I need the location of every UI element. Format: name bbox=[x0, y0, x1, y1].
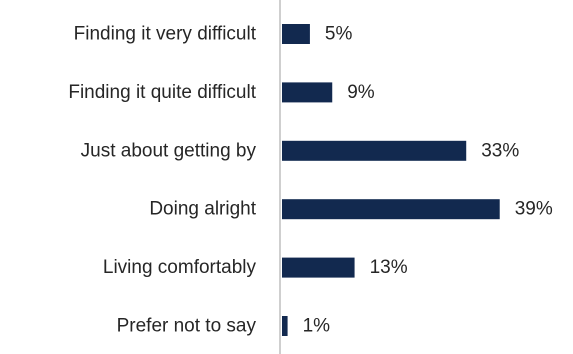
bar-just-about-getting-by bbox=[282, 140, 467, 161]
category-label-just-about-getting-by: Just about getting by bbox=[81, 140, 257, 161]
bar-finding-it-quite-difficult bbox=[282, 82, 333, 103]
value-label-living-comfortably: 13% bbox=[370, 257, 408, 278]
value-label-prefer-not-to-say: 1% bbox=[303, 316, 331, 337]
value-label-finding-it-very-difficult: 5% bbox=[325, 24, 353, 45]
value-labels: 5% 9% 33% 39% 13% 1% bbox=[303, 24, 553, 337]
value-label-just-about-getting-by: 33% bbox=[481, 140, 519, 161]
bar-prefer-not-to-say bbox=[282, 316, 288, 336]
category-labels: Finding it very difficult Finding it quit… bbox=[68, 24, 256, 337]
category-label-living-comfortably: Living comfortably bbox=[103, 257, 257, 278]
category-label-finding-it-quite-difficult: Finding it quite difficult bbox=[68, 82, 256, 103]
category-label-doing-alright: Doing alright bbox=[149, 199, 256, 220]
bars bbox=[282, 24, 500, 336]
value-label-doing-alright: 39% bbox=[515, 199, 553, 220]
category-label-prefer-not-to-say: Prefer not to say bbox=[117, 316, 257, 337]
bar-living-comfortably bbox=[282, 257, 355, 278]
bar-doing-alright bbox=[282, 199, 500, 220]
bar-finding-it-very-difficult bbox=[282, 24, 310, 44]
value-label-finding-it-quite-difficult: 9% bbox=[347, 82, 375, 103]
category-label-finding-it-very-difficult: Finding it very difficult bbox=[74, 24, 257, 45]
